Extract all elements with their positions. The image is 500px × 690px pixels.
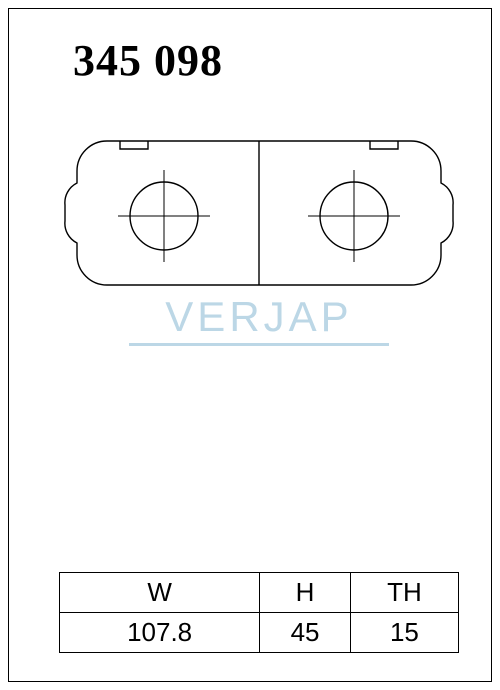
value-th: 15 [350, 613, 458, 653]
table-row: 107.8 45 15 [60, 613, 459, 653]
value-w: 107.8 [60, 613, 260, 653]
dimensions-table: W H TH 107.8 45 15 [59, 572, 459, 653]
col-header-w: W [60, 573, 260, 613]
table-row: W H TH [60, 573, 459, 613]
diagram-svg [59, 113, 459, 313]
outer-frame: 345 098 VERJAP W H TH 107.8 45 15 [8, 8, 492, 682]
part-number: 345 098 [73, 35, 223, 86]
col-header-h: H [260, 573, 351, 613]
value-h: 45 [260, 613, 351, 653]
brake-pad-diagram: VERJAP [59, 113, 459, 313]
col-header-th: TH [350, 573, 458, 613]
